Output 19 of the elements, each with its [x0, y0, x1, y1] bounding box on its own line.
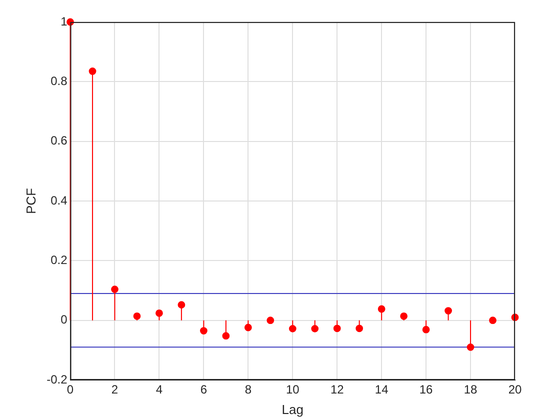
x-tick-label: 18	[464, 382, 478, 397]
x-tick-label: 2	[111, 382, 118, 397]
x-tick-label: 4	[156, 382, 163, 397]
y-tick-label: 0.6	[50, 134, 68, 148]
y-tick-label: 0	[60, 312, 68, 327]
x-axis-title: Lag	[282, 402, 304, 417]
x-tick-label: 6	[200, 382, 208, 397]
x-tick-label: 16	[419, 382, 434, 397]
y-tick-label: 1	[60, 14, 68, 28]
x-tick-label: 14	[374, 382, 389, 397]
x-tick-label: 10	[286, 382, 300, 397]
x-tick-label: 20	[508, 382, 522, 397]
x-tick-label: 8	[244, 382, 252, 397]
y-tick-label: -0.2	[46, 372, 68, 386]
y-tick-label: 0.2	[50, 252, 68, 267]
x-tick-label: 12	[330, 382, 344, 397]
y-axis-title: PCF	[23, 188, 38, 214]
y-tick-label: 0.8	[50, 74, 68, 88]
y-tick-label: 0.4	[50, 193, 68, 208]
